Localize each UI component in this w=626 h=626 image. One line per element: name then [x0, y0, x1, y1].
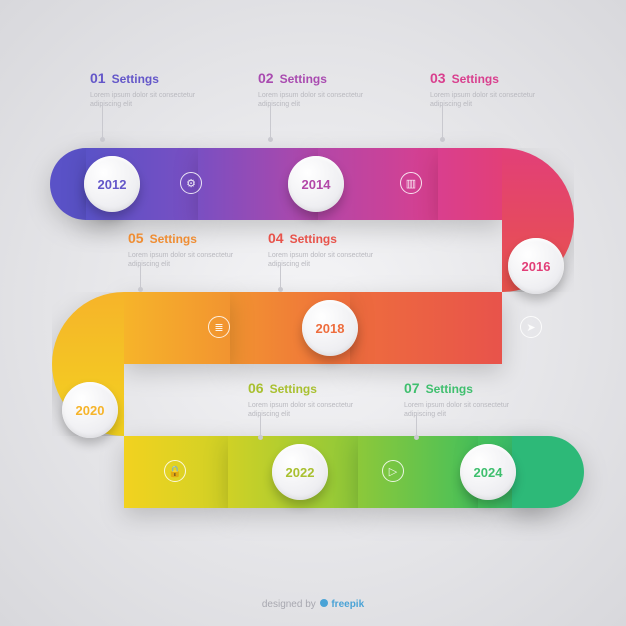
step-label: 07 Settings Lorem ipsum dolor sit consecte… [404, 380, 514, 420]
step-title: Settings [426, 382, 473, 396]
step-number: 03 [430, 70, 446, 86]
step-title: Settings [150, 232, 197, 246]
step-desc: Lorem ipsum dolor sit consectetur adipis… [430, 91, 540, 110]
step-label: 06 Settings Lorem ipsum dolor sit consecte… [248, 380, 358, 420]
step-desc: Lorem ipsum dolor sit consectetur adipis… [404, 401, 514, 420]
play-icon: ▷ [382, 460, 404, 482]
step-label: 02 Settings Lorem ipsum dolor sit consecte… [258, 70, 368, 110]
freepik-icon [319, 598, 329, 608]
step-number: 07 [404, 380, 420, 396]
path-cap-end [512, 436, 584, 508]
year-disc: 2020 [62, 382, 118, 438]
lead-line [260, 414, 261, 438]
lead-line [442, 104, 443, 140]
year-label: 2016 [522, 259, 551, 274]
step-title: Settings [270, 382, 317, 396]
year-label: 2020 [76, 403, 105, 418]
step-number: 02 [258, 70, 274, 86]
share-icon: ➤ [520, 316, 542, 338]
step-number: 06 [248, 380, 264, 396]
year-label: 2024 [474, 465, 503, 480]
year-disc: 2016 [508, 238, 564, 294]
gear-icon: ⚙ [180, 172, 202, 194]
step-title: Settings [290, 232, 337, 246]
year-disc: 2018 [302, 300, 358, 356]
path-segment [350, 292, 502, 364]
year-disc: 2022 [272, 444, 328, 500]
year-label: 2018 [316, 321, 345, 336]
step-desc: Lorem ipsum dolor sit consectetur adipis… [258, 91, 368, 110]
year-label: 2022 [286, 465, 315, 480]
step-label: 05 Settings Lorem ipsum dolor sit consecte… [128, 230, 238, 270]
path-segment [438, 148, 502, 220]
year-label: 2014 [302, 177, 331, 192]
doc-icon: ≣ [208, 316, 230, 338]
step-desc: Lorem ipsum dolor sit consectetur adipis… [90, 91, 200, 110]
lock-icon: 🔒 [164, 460, 186, 482]
credit-line: designed by freepik [0, 598, 626, 610]
year-disc: 2024 [460, 444, 516, 500]
step-label: 01 Settings Lorem ipsum dolor sit consecte… [90, 70, 200, 110]
step-desc: Lorem ipsum dolor sit consectetur adipis… [128, 251, 238, 270]
year-disc: 2014 [288, 156, 344, 212]
lead-line [416, 414, 417, 438]
step-label: 03 Settings Lorem ipsum dolor sit consecte… [430, 70, 540, 110]
infographic-canvas: 2012 2014 2016 2018 2020 2022 2024 ⚙ ▥ ➤ ≣ 🔒 ▷ 01 Se… [0, 0, 626, 626]
lead-line [102, 104, 103, 140]
step-title: Settings [280, 72, 327, 86]
credit-prefix: designed by [262, 599, 319, 610]
lead-line [140, 264, 141, 290]
credit-brand: freepik [331, 599, 364, 610]
year-disc: 2012 [84, 156, 140, 212]
lead-line [280, 264, 281, 290]
step-number: 05 [128, 230, 144, 246]
step-title: Settings [452, 72, 499, 86]
step-label: 04 Settings Lorem ipsum dolor sit consecte… [268, 230, 378, 270]
lead-line [270, 104, 271, 140]
step-number: 04 [268, 230, 284, 246]
chart-icon: ▥ [400, 172, 422, 194]
step-title: Settings [112, 72, 159, 86]
step-number: 01 [90, 70, 106, 86]
step-desc: Lorem ipsum dolor sit consectetur adipis… [268, 251, 378, 270]
step-desc: Lorem ipsum dolor sit consectetur adipis… [248, 401, 358, 420]
year-label: 2012 [98, 177, 127, 192]
